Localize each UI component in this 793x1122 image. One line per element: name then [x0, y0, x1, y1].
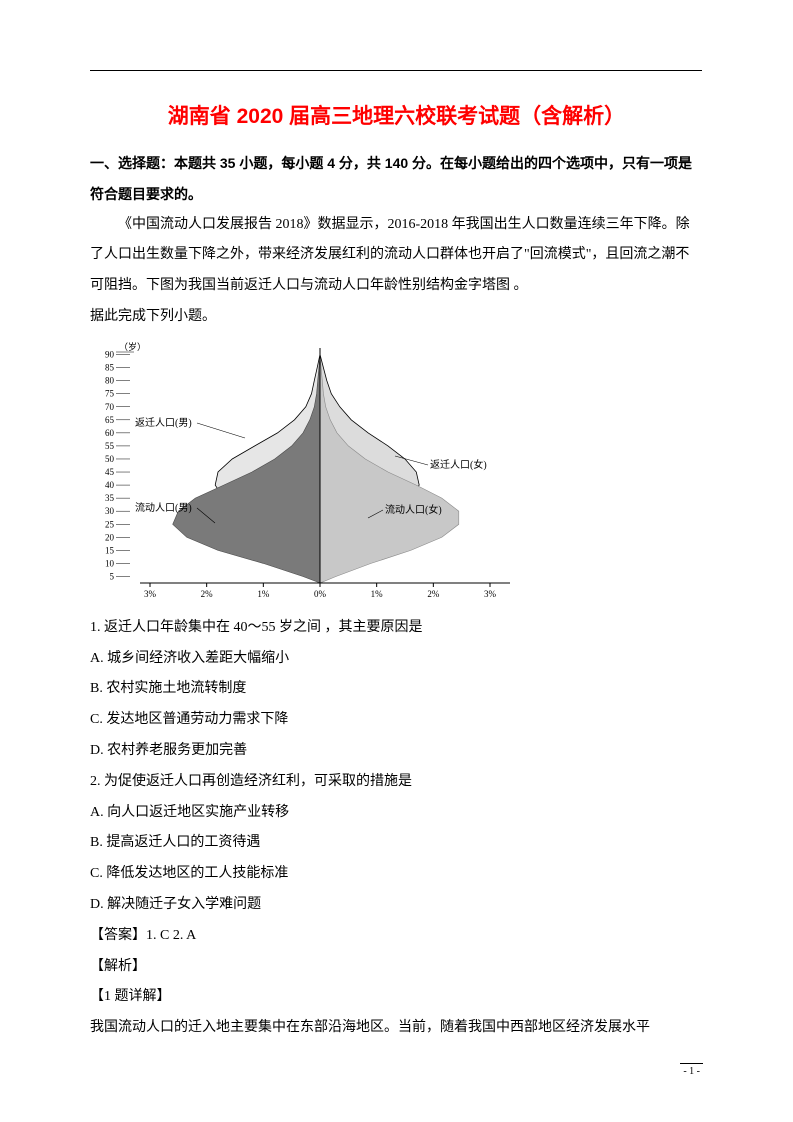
svg-text:3%: 3%	[144, 589, 157, 599]
svg-text:返迁人口(女): 返迁人口(女)	[430, 458, 487, 471]
question-1-option-d: D. 农村养老服务更加完善	[90, 736, 703, 767]
svg-text:3%: 3%	[484, 589, 497, 599]
question-2-option-a: A. 向人口返迁地区实施产业转移	[90, 798, 703, 829]
question-1-stem: 1. 返迁人口年龄集中在 40～55 岁之间 ，其主要原因是	[90, 613, 703, 644]
q1-detail-body: 我国流动人口的迁入地主要集中在东部沿海地区。当前，随着我国中西部地区经济发展水平	[90, 1013, 703, 1044]
svg-text:25: 25	[105, 519, 115, 529]
svg-text:流动人口(女): 流动人口(女)	[385, 503, 442, 516]
question-2-option-d: D. 解决随迁子女入学难问题	[90, 890, 703, 921]
svg-text:65: 65	[105, 415, 115, 425]
svg-text:流动人口(男): 流动人口(男)	[135, 501, 192, 514]
population-pyramid-chart: （岁） 90 85 80 75 70 65 60 55 50 45 40 35 30 25 20 15 10 5 3…	[90, 338, 550, 608]
svg-text:55: 55	[105, 441, 115, 451]
svg-text:5: 5	[110, 571, 115, 581]
question-2-option-b: B. 提高返迁人口的工资待遇	[90, 828, 703, 859]
header-rule	[90, 70, 702, 71]
page-title: 湖南省 2020 届高三地理六校联考试题（含解析）	[90, 100, 703, 130]
intro-paragraph-2: 据此完成下列小题。	[90, 302, 703, 333]
question-2-stem: 2. 为促使返迁人口再创造经济红利，可采取的措施是	[90, 767, 703, 798]
svg-text:40: 40	[105, 480, 115, 490]
intro-paragraph-1: 《中国流动人口发展报告 2018》数据显示，2016-2018 年我国出生人口数…	[90, 210, 703, 302]
page-number-text: - 1 -	[680, 1063, 703, 1077]
svg-text:（岁）: （岁）	[119, 341, 146, 352]
svg-text:75: 75	[105, 388, 115, 398]
svg-text:45: 45	[105, 467, 115, 477]
svg-text:30: 30	[105, 506, 115, 516]
q1-detail-head: 【1 题详解】	[90, 982, 703, 1013]
pyramid-svg: （岁） 90 85 80 75 70 65 60 55 50 45 40 35 30 25 20 15 10 5 3…	[90, 338, 550, 608]
svg-text:20: 20	[105, 532, 115, 542]
svg-text:35: 35	[105, 493, 115, 503]
svg-text:50: 50	[105, 454, 115, 464]
question-1-option-b: B. 农村实施土地流转制度	[90, 674, 703, 705]
svg-text:85: 85	[105, 362, 115, 372]
answer-line: 【答案】1. C 2. A	[90, 921, 703, 952]
svg-text:70: 70	[105, 402, 115, 412]
svg-text:90: 90	[105, 349, 115, 359]
svg-text:80: 80	[105, 375, 115, 385]
page-number: - 1 -	[680, 1063, 703, 1077]
svg-text:2%: 2%	[201, 589, 214, 599]
svg-text:返迁人口(男): 返迁人口(男)	[135, 417, 192, 429]
svg-text:60: 60	[105, 428, 115, 438]
question-1-option-a: A. 城乡间经济收入差距大幅缩小	[90, 644, 703, 675]
svg-text:15: 15	[105, 545, 115, 555]
analysis-head: 【解析】	[90, 952, 703, 983]
question-1-option-c: C. 发达地区普通劳动力需求下降	[90, 705, 703, 736]
question-2-option-c: C. 降低发达地区的工人技能标准	[90, 859, 703, 890]
svg-text:10: 10	[105, 558, 115, 568]
svg-text:2%: 2%	[427, 589, 440, 599]
svg-text:0%: 0%	[314, 589, 327, 599]
svg-text:1%: 1%	[371, 589, 384, 599]
section-heading: 一、选择题：本题共 35 小题，每小题 4 分，共 140 分。在每小题给出的四…	[90, 148, 703, 210]
svg-text:1%: 1%	[257, 589, 270, 599]
